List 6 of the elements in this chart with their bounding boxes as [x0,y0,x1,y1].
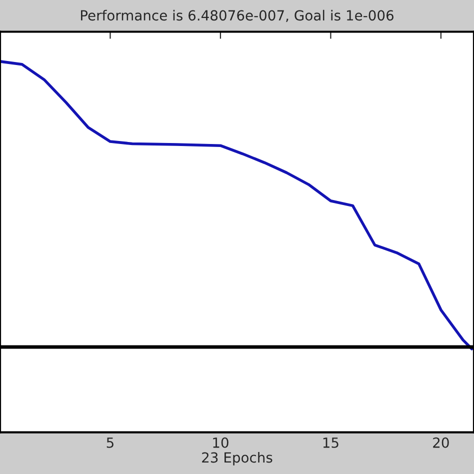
x-tick-label: 15 [323,438,338,448]
x-tick-label: 5 [106,438,114,448]
chart-title: Performance is 6.48076e-007, Goal is 1e-006 [81,10,394,22]
x-tick-label: 20 [433,437,449,448]
x-axis-title: 23 Epochs [202,452,272,466]
x-tick-label: 10 [213,437,228,448]
